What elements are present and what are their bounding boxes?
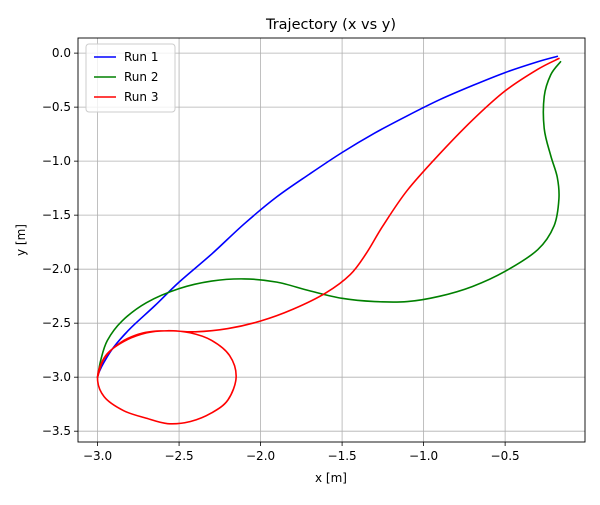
legend-box bbox=[85, 43, 176, 113]
axis-ticks: −3.0 −2.5 −2.0 −1.5 −1.0 −0.5 0.0 −0.5 −1.0 −1.5 −… bbox=[42, 46, 520, 463]
x-tick-label: −1.0 bbox=[409, 449, 438, 463]
y-tick-label: −3.0 bbox=[42, 370, 71, 384]
legend-label: Run 1 bbox=[124, 50, 158, 64]
y-tick-label: −3.5 bbox=[42, 424, 71, 438]
plot-frame bbox=[77, 37, 586, 443]
series-line-run-2 bbox=[96, 60, 562, 378]
y-axis-label: y [m] bbox=[14, 224, 28, 256]
x-tick-label: −2.5 bbox=[165, 449, 194, 463]
y-tick-label: −1.0 bbox=[42, 154, 71, 168]
legend-label: Run 3 bbox=[124, 90, 158, 104]
x-tick-label: −0.5 bbox=[491, 449, 520, 463]
series-line-run-3 bbox=[96, 57, 560, 425]
y-tick-label: −2.0 bbox=[42, 262, 71, 276]
plot-lines bbox=[96, 55, 562, 425]
legend-label: Run 2 bbox=[124, 70, 158, 84]
x-tick-label: −1.5 bbox=[328, 449, 357, 463]
y-tick-label: −2.5 bbox=[42, 316, 71, 330]
x-axis-label: x [m] bbox=[315, 471, 347, 485]
y-tick-label: −0.5 bbox=[42, 100, 71, 114]
x-tick-label: −3.0 bbox=[83, 449, 112, 463]
chart-title: Trajectory (x vs y) bbox=[265, 17, 396, 33]
y-tick-label: 0.0 bbox=[52, 46, 71, 60]
y-tick-label: −1.5 bbox=[42, 208, 71, 222]
x-tick-label: −2.0 bbox=[246, 449, 275, 463]
legend: Run 1 Run 2 Run 3 bbox=[85, 43, 176, 113]
